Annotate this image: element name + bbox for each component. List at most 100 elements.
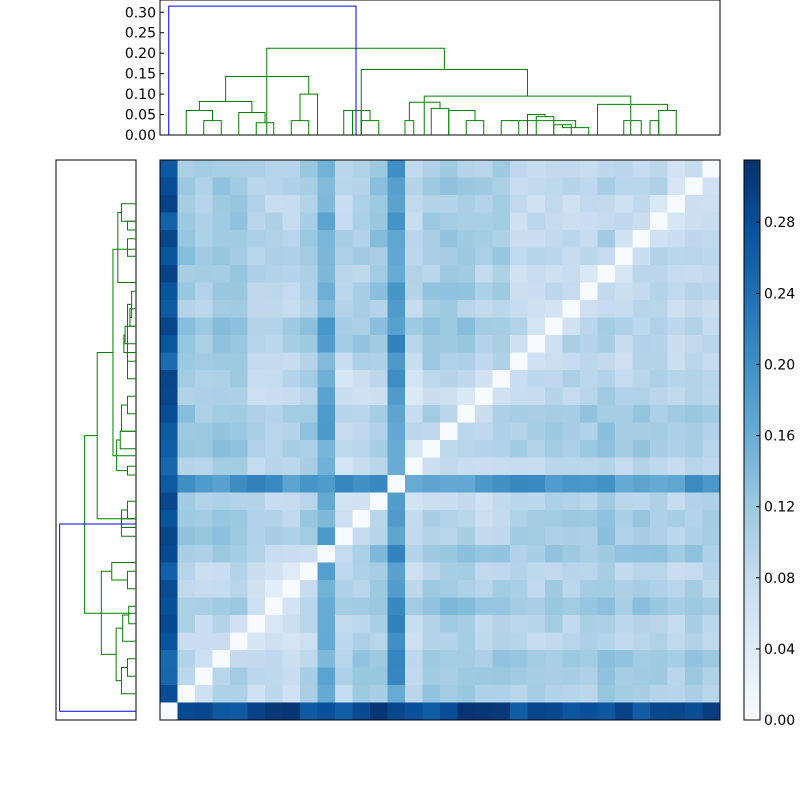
heatmap-cell [527,457,546,476]
heatmap-cell [195,492,213,511]
heatmap-cell [667,457,686,476]
colorbar-swatch [744,204,760,209]
colorbar-swatch [744,552,760,557]
heatmap-cell [475,457,493,476]
row-dendrogram-link [127,658,136,677]
heatmap-cell [492,265,511,283]
heatmap-cell [282,195,301,213]
heatmap-cell [597,685,616,703]
heatmap-cell [212,597,231,616]
column-dendrogram-link [198,100,253,113]
heatmap-cell [370,352,388,371]
heatmap-cell [702,632,721,651]
heatmap-cell [177,562,196,581]
heatmap-cell [667,615,686,633]
heatmap-cell [685,457,703,476]
heatmap-cell [510,212,528,231]
heatmap-cell [580,702,598,721]
column-dendrogram-link [649,120,660,135]
row-dendrogram-link [127,303,132,370]
heatmap-cell [597,300,616,318]
heatmap-cell [440,160,458,178]
heatmap-cell [212,545,231,563]
heatmap-cell [440,230,458,248]
heatmap-cell [597,615,616,633]
heatmap-cell [247,212,266,231]
heatmap-cell [282,597,301,616]
heatmap-cell [475,352,493,371]
heatmap-cell [457,370,476,388]
heatmap-cell [685,387,703,406]
colorbar-swatch [744,660,760,665]
heatmap-cell [300,352,318,371]
heatmap-cell [685,247,703,266]
heatmap-cell [300,475,318,493]
heatmap-cell [475,492,493,511]
heatmap-cell [335,195,353,213]
heatmap-cell [247,300,266,318]
colorbar-swatch [744,588,760,593]
heatmap-cell [265,160,283,178]
heatmap-cell [632,387,651,406]
heatmap-cell [440,247,458,266]
heatmap-cell [212,457,231,476]
heatmap-cell [527,405,546,423]
heatmap-cell [265,457,283,476]
heatmap-cell [317,440,336,458]
colorbar-tick-label: 0.04 [764,642,795,658]
heatmap-cell [492,177,511,196]
heatmap-cell [457,457,476,476]
heatmap-cell [370,265,388,283]
heatmap-cell [160,387,178,406]
heatmap-cell [265,580,283,598]
heatmap-cell [475,300,493,318]
colorbar-swatch [744,200,760,205]
heatmap-cell [335,457,353,476]
heatmap-cell [650,282,668,301]
heatmap-cell [597,527,616,546]
heatmap-cell [212,440,231,458]
heatmap-cell [510,440,528,458]
heatmap-cell [265,422,283,441]
heatmap-cell [580,160,598,178]
heatmap-cell [195,230,213,248]
colorbar-swatch [744,308,760,313]
heatmap-cell [230,212,248,231]
column-dendrogram-link [500,120,520,135]
heatmap-cell [160,527,178,546]
heatmap-cell [405,492,423,511]
heatmap-cell [440,527,458,546]
heatmap-cell [597,195,616,213]
heatmap-cell [335,387,353,406]
heatmap-cell [300,422,318,441]
heatmap-cell [370,545,388,563]
heatmap-cell [370,282,388,301]
heatmap-cell [527,212,546,231]
colorbar-swatch [744,456,760,461]
colorbar-swatch [744,652,760,657]
heatmap-cell [685,265,703,283]
colorbar-swatch [744,392,760,397]
heatmap-cell [265,265,283,283]
heatmap-cell [247,282,266,301]
heatmap-cell [282,300,301,318]
heatmap-cell [265,352,283,371]
heatmap-cell [650,527,668,546]
row-dendrogram-link [119,430,136,450]
heatmap-cell [422,265,441,283]
heatmap-cell [212,475,231,493]
heatmap-cell [650,160,668,178]
heatmap-cell [580,650,598,668]
heatmap-cell [387,230,406,248]
row-dendrogram-link [117,212,136,283]
heatmap-cell [422,300,441,318]
heatmap-cell [195,352,213,371]
heatmap-cell [562,160,581,178]
heatmap-cell [650,195,668,213]
heatmap-cell [335,440,353,458]
heatmap-cell [685,370,703,388]
heatmap-cell [510,387,528,406]
colorbar-swatch [744,516,760,521]
heatmap-cell [650,440,668,458]
heatmap-cell [650,667,668,686]
